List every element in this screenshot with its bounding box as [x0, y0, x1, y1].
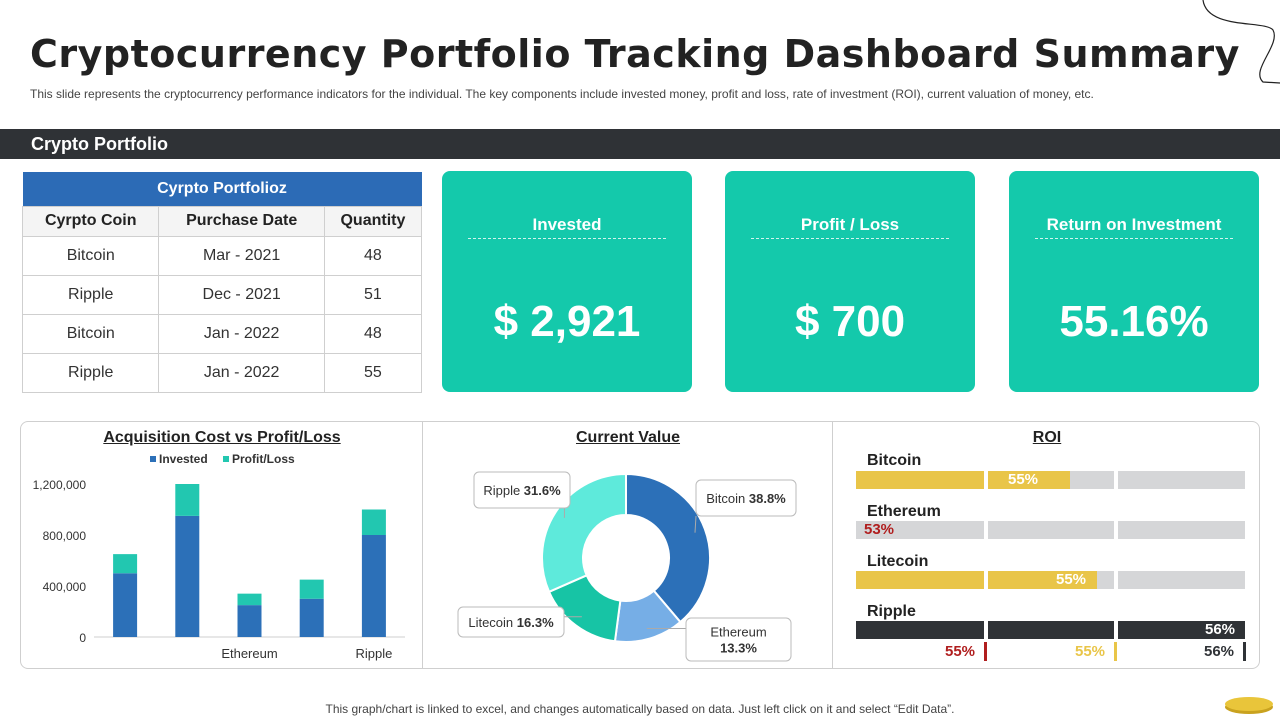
cell-coin: Bitcoin — [21, 235, 160, 276]
kpi-card-profit-loss: Profit / Loss $ 700 — [725, 171, 975, 392]
roi-summary-red: 55% — [945, 643, 976, 660]
cell-coin: Ripple — [21, 352, 160, 393]
roi-value-ethereum: 53% — [864, 521, 895, 538]
legend-swatch — [150, 456, 156, 462]
kpi-label: Invested — [532, 215, 602, 234]
kpi-card-invested: Invested $ 2,921 — [442, 171, 692, 392]
kpi-card-roi: Return on Investment 55.16% — [1009, 171, 1259, 392]
cell-quantity: 48 — [323, 313, 423, 354]
roi-summary-tick — [1114, 642, 1117, 661]
page-title: Cryptocurrency Portfolio Tracking Dashbo… — [30, 32, 1240, 76]
bar-invested — [237, 605, 262, 637]
table-row: Ripple Dec - 2021 51 — [21, 274, 423, 315]
page-subtitle: This slide represents the cryptocurrency… — [30, 87, 1094, 101]
roi-name-litecoin: Litecoin — [867, 553, 929, 570]
kpi-value: 55.16% — [1059, 297, 1209, 346]
bar-invested — [113, 573, 138, 637]
kpi-label: Return on Investment — [1046, 215, 1222, 234]
roi-summary-tick — [1243, 642, 1246, 661]
cell-date: Dec - 2021 — [158, 274, 325, 315]
section-title: Crypto Portfolio — [31, 134, 168, 154]
roi-track — [856, 521, 1245, 539]
bar-invested — [299, 598, 324, 637]
cell-quantity: 55 — [323, 352, 423, 393]
cell-quantity: 48 — [323, 235, 423, 276]
roi-summary-dark: 56% — [1204, 643, 1235, 660]
roi-chart-title: ROI — [1032, 429, 1062, 446]
bar-profit-loss — [175, 484, 200, 516]
roi-bar-ripple — [856, 621, 1245, 639]
slice-label-bitcoin: Bitcoin 38.8% — [706, 491, 786, 506]
legend-label: Invested — [159, 452, 208, 466]
callout-box — [685, 617, 792, 662]
y-tick-label: 1,200,000 — [33, 478, 87, 492]
y-tick-label: 400,000 — [43, 580, 87, 594]
cell-coin: Ripple — [21, 274, 160, 315]
slice-value-litecoin: 16.3% — [517, 615, 554, 630]
y-tick-label: 800,000 — [43, 529, 87, 543]
roi-name-bitcoin: Bitcoin — [867, 452, 922, 469]
slice-label-litecoin: Litecoin 16.3% — [468, 615, 554, 630]
footnote: This graph/chart is linked to excel, and… — [325, 702, 955, 716]
kpi-label: Profit / Loss — [800, 215, 900, 234]
legend-label: Profit/Loss — [232, 452, 295, 466]
cell-coin: Bitcoin — [21, 313, 160, 354]
legend-swatch — [223, 456, 229, 462]
donut-chart-title: Current Value — [575, 429, 681, 446]
y-tick-label: 0 — [79, 631, 86, 645]
bar-chart: Invested Profit/Loss 0 400,000 800,000 1,200,… — [33, 452, 405, 661]
roi-value-bitcoin: 55% — [1008, 471, 1039, 488]
roi-bar-litecoin — [856, 571, 1098, 589]
callout-box — [457, 606, 565, 638]
bar-profit-loss — [237, 593, 262, 606]
column-header-coin: Cyrpto Coin — [21, 205, 160, 237]
slice-value-ripple: 31.6% — [524, 483, 561, 498]
cell-date: Jan - 2022 — [158, 313, 325, 354]
table-row: Bitcoin Jan - 2022 48 — [21, 313, 423, 354]
portfolio-table: Cyrpto Portfolioz Cyrpto Coin Purchase D… — [21, 172, 423, 393]
bar-invested — [361, 535, 386, 637]
roi-summary-yellow: 55% — [1075, 643, 1106, 660]
slice-label-ethereum: Ethereum — [710, 625, 766, 640]
donut-slice-bitcoin — [625, 472, 711, 624]
x-tick-label: Ethereum — [221, 646, 277, 661]
bar-profit-loss — [113, 554, 138, 574]
callout-box — [473, 471, 571, 509]
decorative-curve — [1202, 0, 1280, 84]
slice-value-bitcoin: 38.8% — [749, 491, 786, 506]
cell-quantity: 51 — [323, 274, 423, 315]
callout-leader — [694, 515, 697, 533]
table-title: Cyrpto Portfolioz — [22, 172, 422, 206]
bar-profit-loss — [299, 579, 324, 599]
coin-icon — [1225, 697, 1273, 711]
roi-name-ripple: Ripple — [867, 603, 916, 620]
cell-date: Mar - 2021 — [158, 235, 325, 276]
table-row: Bitcoin Mar - 2021 48 — [21, 235, 423, 276]
bar-chart-title: Acquisition Cost vs Profit/Loss — [103, 429, 341, 446]
roi-bar-bitcoin — [856, 471, 1070, 489]
roi-value-ripple: 56% — [1205, 621, 1236, 638]
x-tick-label: Ripple — [355, 646, 392, 661]
charts-panel — [20, 421, 1260, 669]
slice-label-ripple: Ripple 31.6% — [483, 483, 561, 498]
bar-profit-loss — [361, 509, 386, 535]
roi-value-litecoin: 55% — [1056, 571, 1087, 588]
kpi-value: $ 2,921 — [493, 297, 641, 346]
roi-name-ethereum: Ethereum — [867, 503, 941, 520]
cell-date: Jan - 2022 — [158, 352, 325, 393]
callout-box — [695, 479, 797, 517]
section-header: Crypto Portfolio — [0, 129, 1280, 159]
slice-value-ethereum: 13.3% — [720, 641, 757, 656]
column-header-date: Purchase Date — [158, 205, 325, 237]
column-header-quantity: Quantity — [323, 205, 423, 237]
table-row: Ripple Jan - 2022 55 — [21, 352, 423, 393]
roi-summary-tick — [984, 642, 987, 661]
bar-invested — [175, 515, 200, 637]
kpi-value: $ 700 — [794, 297, 906, 346]
